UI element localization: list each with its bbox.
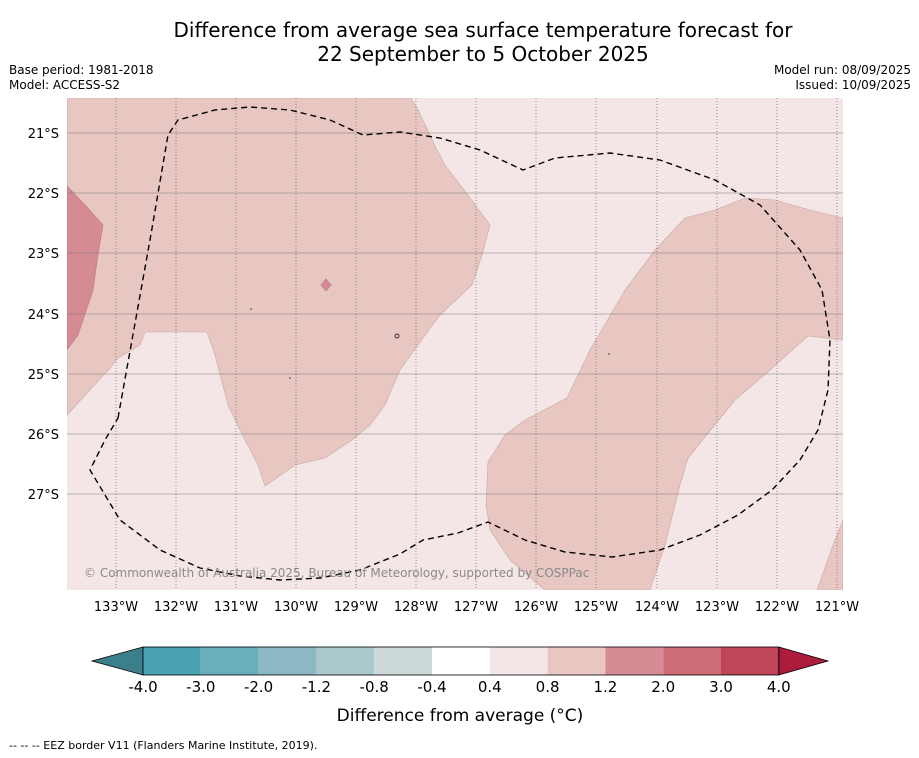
lon-label: 130°W bbox=[274, 600, 318, 615]
lat-label: 25°S bbox=[28, 368, 59, 383]
meta-left: Base period: 1981-2018 Model: ACCESS-S2 bbox=[9, 63, 154, 93]
colorbar-tick-label: 3.0 bbox=[709, 678, 733, 696]
lon-label: 122°W bbox=[755, 600, 799, 615]
colorbar-segment bbox=[547, 647, 606, 675]
lon-label: 133°W bbox=[94, 600, 138, 615]
lon-label: 124°W bbox=[635, 600, 679, 615]
latitude-labels: 21°S 22°S 23°S 24°S 25°S 26°S 27°S bbox=[28, 127, 59, 503]
lon-label: 121°W bbox=[815, 600, 859, 615]
eez-border bbox=[89, 106, 831, 581]
lon-label: 132°W bbox=[154, 600, 198, 615]
map-area: © Commonwealth of Australia 2025, Bureau… bbox=[67, 98, 843, 590]
colorbar-segment bbox=[721, 647, 779, 675]
lon-label: 127°W bbox=[454, 600, 498, 615]
chart-title-line2: 22 September to 5 October 2025 bbox=[317, 42, 649, 66]
colorbar-tick-label: -0.8 bbox=[360, 678, 389, 696]
colorbar-segment bbox=[605, 647, 664, 675]
colorbar-tick-label: -2.0 bbox=[244, 678, 273, 696]
contour-speck bbox=[289, 377, 291, 379]
lon-label: 126°W bbox=[514, 600, 558, 615]
chart-title-line1: Difference from average sea surface temp… bbox=[173, 18, 793, 42]
warm-region-southeast bbox=[816, 519, 843, 590]
lat-label: 26°S bbox=[28, 428, 59, 443]
colorbar-segment bbox=[432, 647, 490, 675]
colorbar-segment bbox=[316, 647, 375, 675]
lat-label: 27°S bbox=[28, 488, 59, 503]
colorbar-tick-label: -0.4 bbox=[417, 678, 446, 696]
meta-right: Model run: 08/09/2025 Issued: 10/09/2025 bbox=[774, 63, 911, 93]
colorbar-extend-low bbox=[90, 646, 144, 676]
strong-warm-patch-west bbox=[67, 185, 104, 351]
colorbar-label: Difference from average (°C) bbox=[337, 706, 584, 726]
colorbar-segment bbox=[143, 647, 201, 675]
lon-label: 128°W bbox=[394, 600, 438, 615]
colorbar-segment bbox=[374, 647, 432, 675]
colorbar-tick-label: 0.4 bbox=[478, 678, 502, 696]
model-text: Model: ACCESS-S2 bbox=[9, 78, 121, 92]
lat-label: 21°S bbox=[28, 127, 59, 142]
colorbar-segment bbox=[663, 647, 721, 675]
colorbar-tick-label: 4.0 bbox=[767, 678, 791, 696]
lon-label: 125°W bbox=[574, 600, 618, 615]
lon-label: 123°W bbox=[695, 600, 739, 615]
contour-speck bbox=[608, 353, 610, 355]
warm-region-east bbox=[485, 197, 843, 590]
chart-title: Difference from average sea surface temp… bbox=[0, 18, 919, 66]
issued-text: Issued: 10/09/2025 bbox=[795, 78, 911, 92]
colorbar-tick-label: -1.2 bbox=[302, 678, 331, 696]
colorbar-segment bbox=[489, 647, 548, 675]
colorbar: -4.0 -3.0 -2.0 -1.2 -0.8 -0.4 0.4 0.8 1.2 2.0 3.0 4… bbox=[90, 646, 830, 696]
lat-label: 24°S bbox=[28, 308, 59, 323]
longitude-labels: 133°W 132°W 131°W 130°W 129°W 128°W 127°W 126°W… bbox=[94, 600, 859, 615]
footer-note: -- -- -- EEZ border V11 (Flanders Marine… bbox=[9, 739, 318, 752]
colorbar-extend-high bbox=[778, 646, 830, 676]
colorbar-tick-label: 2.0 bbox=[651, 678, 675, 696]
base-period-text: Base period: 1981-2018 bbox=[9, 63, 154, 77]
colorbar-tick-label: -4.0 bbox=[128, 678, 157, 696]
model-run-text: Model run: 08/09/2025 bbox=[773, 63, 911, 77]
contour-speck bbox=[394, 333, 400, 339]
colorbar-frame bbox=[142, 646, 780, 676]
lat-label: 22°S bbox=[28, 187, 59, 202]
colorbar-segment bbox=[200, 647, 259, 675]
colorbar-tick-label: 0.8 bbox=[536, 678, 560, 696]
contour-speck bbox=[250, 308, 252, 310]
gridlines bbox=[67, 98, 843, 590]
warm-region-west bbox=[67, 98, 491, 487]
colorbar-tick-label: -3.0 bbox=[186, 678, 215, 696]
lat-label: 23°S bbox=[28, 247, 59, 262]
copyright-text: © Commonwealth of Australia 2025, Bureau… bbox=[84, 566, 589, 580]
colorbar-tick-label: 1.2 bbox=[593, 678, 617, 696]
lon-label: 129°W bbox=[334, 600, 378, 615]
strong-warm-dot bbox=[320, 278, 332, 292]
colorbar-segment bbox=[258, 647, 317, 675]
lon-label: 131°W bbox=[214, 600, 258, 615]
